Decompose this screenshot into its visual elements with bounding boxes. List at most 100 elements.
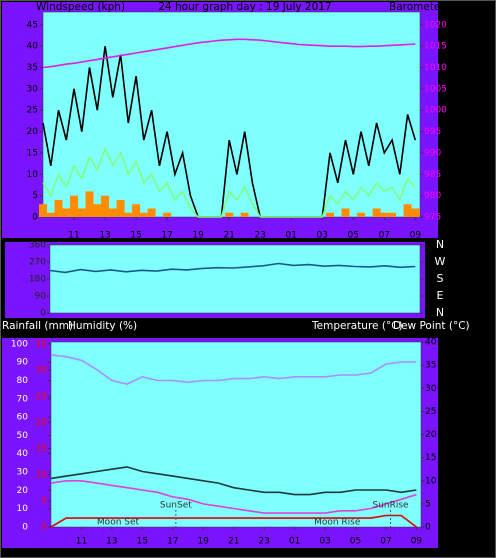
wind-bar [77,208,86,217]
y2-tick-label: N [436,238,444,251]
x-tick-label: 19 [192,231,204,241]
series-line [50,466,417,496]
y3-tick-label: 25 [36,392,47,402]
y3-tick-label: 10 [36,470,48,480]
wind-bar [116,199,125,217]
series-line [42,46,417,218]
wind-bar [357,212,366,217]
y-tick-label: 30 [17,468,29,478]
wind-bar [240,212,249,217]
wind-bar [147,208,156,217]
x-tick-label: 07 [380,537,391,547]
panel-heading: Humidity (%) [68,320,137,332]
y2-tick-label: N [436,306,444,319]
wind-bar [403,204,412,217]
wind-bar [46,212,55,217]
y-tick-label: 100 [11,339,28,349]
series-line [42,38,416,69]
x-tick-label: 15 [137,537,148,547]
wind-bar [341,208,350,217]
panel-heading: Dew Point (°C) [393,320,470,332]
x-tick-label: 13 [99,231,110,241]
wind-bar [93,204,102,217]
x-tick-label: 17 [167,537,178,547]
y-tick-label: 25 [27,106,38,116]
y-tick-label: 20 [27,127,39,137]
wind-bar [108,208,117,217]
x-tick-label: 13 [106,537,117,547]
series-line [50,354,417,385]
x-tick-label: 21 [228,537,239,547]
y-tick-label: 10 [17,504,29,514]
y3-tick-label: 35 [36,340,47,350]
wind-bar [388,212,397,217]
y-tick-label: 0 [40,309,46,319]
wind-bar [101,195,110,217]
x-tick-label: 11 [76,537,87,547]
series-line [42,146,416,218]
y2-tick-label: 1015 [424,42,447,52]
x-tick-label: 23 [254,231,265,241]
y-tick-label: 270 [29,258,46,268]
y2-tick-label: 15 [425,453,436,463]
y-tick-label: 50 [17,431,29,441]
y2-tick-label: 5 [425,499,431,509]
wind-bar [85,191,94,217]
annotation: Moon Set [97,518,140,528]
y-tick-label: 40 [27,42,39,52]
y-tick-label: 0 [32,213,38,223]
wind-bar [70,195,79,217]
annotation: SunRise [372,501,409,511]
y-tick-label: 90 [17,358,29,368]
y3-tick-label: 15 [36,444,47,454]
y2-tick-label: 0 [425,523,431,533]
x-tick-label: 23 [258,537,269,547]
y2-tick-label: 1010 [424,63,447,73]
y3-tick-label: 20 [36,418,48,428]
y2-tick-label: 975 [424,213,441,223]
y2-tick-label: S [437,272,444,285]
y2-tick-label: 40 [425,338,437,348]
y-tick-label: 180 [29,275,46,285]
x-tick-label: 01 [286,231,297,241]
x-tick-label: 05 [348,231,359,241]
wind-bar [163,212,172,217]
wind-bar [139,212,148,217]
x-tick-label: 01 [289,537,300,547]
x-tick-label: 07 [379,231,390,241]
y-tick-label: 30 [27,84,39,94]
x-tick-label: 15 [130,231,141,241]
y-tick-label: 35 [27,63,38,73]
wind-bar [411,208,420,217]
x-tick-label: 09 [410,231,422,241]
y2-tick-label: 985 [424,170,441,180]
series-line [50,480,417,514]
y-tick-label: 60 [17,413,29,423]
y2-tick-label: 30 [425,384,437,394]
series-line [49,262,416,274]
y-tick-label: 20 [17,486,29,496]
y-tick-label: 15 [27,148,38,158]
y-tick-label: 10 [27,170,39,180]
panel-heading: Temperature (°C) [311,320,403,332]
y-tick-label: 360 [29,241,46,251]
y2-tick-label: E [437,289,444,302]
y-tick-label: 45 [27,20,38,30]
y2-tick-label: 995 [424,127,441,137]
y2-tick-label: 35 [425,361,436,371]
annotation: SunSet [160,501,192,511]
wind-bar [124,212,133,217]
x-tick-label: 03 [317,231,328,241]
y2-tick-label: 10 [425,476,437,486]
plot-area [50,341,422,528]
y2-tick-label: 990 [424,148,441,158]
y-tick-label: 90 [35,292,47,302]
wind-bar [326,212,335,217]
y3-tick-label: 0 [41,523,47,533]
x-tick-label: 05 [350,537,361,547]
wind-bar [372,208,381,217]
panel-heading: Barometer (hpa) [389,1,476,13]
y2-tick-label: 1020 [424,20,447,30]
x-tick-label: 17 [161,231,172,241]
